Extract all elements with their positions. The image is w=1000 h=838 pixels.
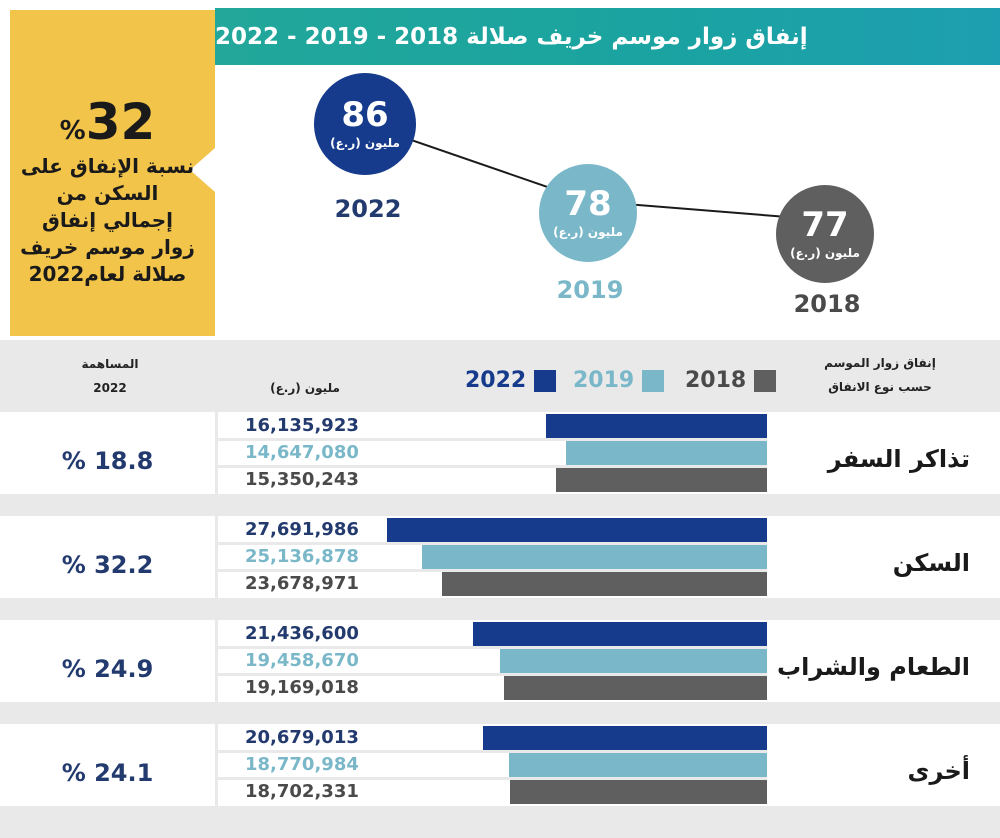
bar-2018-travel-tickets <box>556 468 767 492</box>
lane-separator <box>218 542 767 545</box>
value-label-2018-travel-tickets: 15,350,243 <box>245 469 359 490</box>
value-label-2019-accommodation: 25,136,878 <box>245 546 359 567</box>
value-label-2018-food-drink: 19,169,018 <box>245 677 359 698</box>
lane-separator <box>218 673 767 676</box>
callout-description: نسبة الإنفاق على السكن من إجمالي إنفاق ز… <box>20 154 195 286</box>
category-title-line1: إنفاق زوار الموسم <box>824 356 936 370</box>
legend-swatch-2019 <box>642 369 665 392</box>
bubble-unit: مليون (ر.ع) <box>553 225 623 239</box>
category-label-accommodation: السكن <box>892 549 970 577</box>
value-label-2019-travel-tickets: 14,647,080 <box>245 442 359 463</box>
bar-2019-accommodation <box>422 545 767 569</box>
legend-2019: 2019 <box>573 368 665 393</box>
contribution-travel-tickets: % 18.8 <box>61 447 154 475</box>
contribution-other: % 24.1 <box>61 759 154 787</box>
bar-2019-food-drink <box>500 649 767 673</box>
bar-lane <box>218 414 767 438</box>
bar-lane <box>218 649 767 673</box>
bubble-unit: مليون (ر.ع) <box>790 246 860 260</box>
page-title: إنفاق زوار موسم خريف صلالة 2018 - 2019 -… <box>215 8 1000 65</box>
bar-2022-food-drink <box>473 622 767 646</box>
bar-lane <box>218 518 767 542</box>
value-label-2019-other: 18,770,984 <box>245 754 359 775</box>
value-label-2019-food-drink: 19,458,670 <box>245 650 359 671</box>
value-label-2022-accommodation: 27,691,986 <box>245 519 359 540</box>
lane-separator <box>218 777 767 780</box>
bar-lane <box>218 545 767 569</box>
category-title-line2: حسب نوع الانفاق <box>828 380 932 394</box>
bar-2022-travel-tickets <box>546 414 767 438</box>
row-divider <box>215 412 218 494</box>
callout: %32 نسبة الإنفاق على السكن من إجمالي إنف… <box>10 55 205 330</box>
contribution-accommodation: % 32.2 <box>61 551 154 579</box>
legend-2018: 2018 <box>685 368 777 393</box>
lane-separator <box>218 646 767 649</box>
callout-number: 32 <box>85 93 156 151</box>
bubble-value: 78 <box>564 184 612 224</box>
legend-label: 2022 <box>465 368 527 393</box>
legend-label: 2019 <box>573 368 635 393</box>
bubble-value: 77 <box>801 205 849 245</box>
percent-sign: % <box>59 116 86 146</box>
bar-lane <box>218 780 767 804</box>
bar-lane <box>218 441 767 465</box>
bubble-2022: 86 مليون (ر.ع) <box>314 73 416 175</box>
bar-2018-food-drink <box>504 676 767 700</box>
legend-swatch-2022 <box>534 369 557 392</box>
bar-2018-other <box>510 780 767 804</box>
bar-2022-other <box>483 726 767 750</box>
bar-lane <box>218 676 767 700</box>
contribution-food-drink: % 24.9 <box>61 655 154 683</box>
row-divider <box>215 724 218 806</box>
value-label-2022-food-drink: 21,436,600 <box>245 623 359 644</box>
year-label-2019: 2019 <box>556 276 624 304</box>
bar-lane <box>218 572 767 596</box>
lane-separator <box>218 750 767 753</box>
bar-lane <box>218 726 767 750</box>
legend-2022: 2022 <box>465 368 557 393</box>
bubble-value: 86 <box>341 95 389 135</box>
unit-label: مليون (ر.ع) <box>270 381 340 395</box>
value-label-2022-travel-tickets: 16,135,923 <box>245 415 359 436</box>
lane-separator <box>218 465 767 468</box>
lane-separator <box>218 569 767 572</box>
value-label-2018-other: 18,702,331 <box>245 781 359 802</box>
bar-2018-accommodation <box>442 572 767 596</box>
category-label-other: أخرى <box>907 757 970 785</box>
callout-value: %32 <box>60 97 156 147</box>
contribution-year: 2022 <box>93 381 127 395</box>
bar-lane <box>218 622 767 646</box>
row-divider <box>215 620 218 702</box>
row-divider <box>215 516 218 598</box>
legend-label: 2018 <box>685 368 747 393</box>
bar-2019-other <box>509 753 767 777</box>
category-label-travel-tickets: تذاكر السفر <box>827 445 970 473</box>
year-label-2022: 2022 <box>334 195 402 223</box>
bubble-2018: 77 مليون (ر.ع) <box>776 185 874 283</box>
contribution-title: المساهمة <box>81 357 139 371</box>
year-label-2018: 2018 <box>793 290 861 318</box>
bar-2019-travel-tickets <box>566 441 767 465</box>
value-label-2018-accommodation: 23,678,971 <box>245 573 359 594</box>
timeline: 86 مليون (ر.ع) 2022 78 مليون (ر.ع) 2019 … <box>215 65 1000 340</box>
category-label-food-drink: الطعام والشراب <box>777 653 970 681</box>
bar-lane <box>218 468 767 492</box>
lane-separator <box>218 438 767 441</box>
bar-2022-accommodation <box>387 518 767 542</box>
legend-swatch-2018 <box>754 369 777 392</box>
bubble-unit: مليون (ر.ع) <box>330 136 400 150</box>
bar-lane <box>218 753 767 777</box>
value-label-2022-other: 20,679,013 <box>245 727 359 748</box>
bubble-2019: 78 مليون (ر.ع) <box>539 164 637 262</box>
